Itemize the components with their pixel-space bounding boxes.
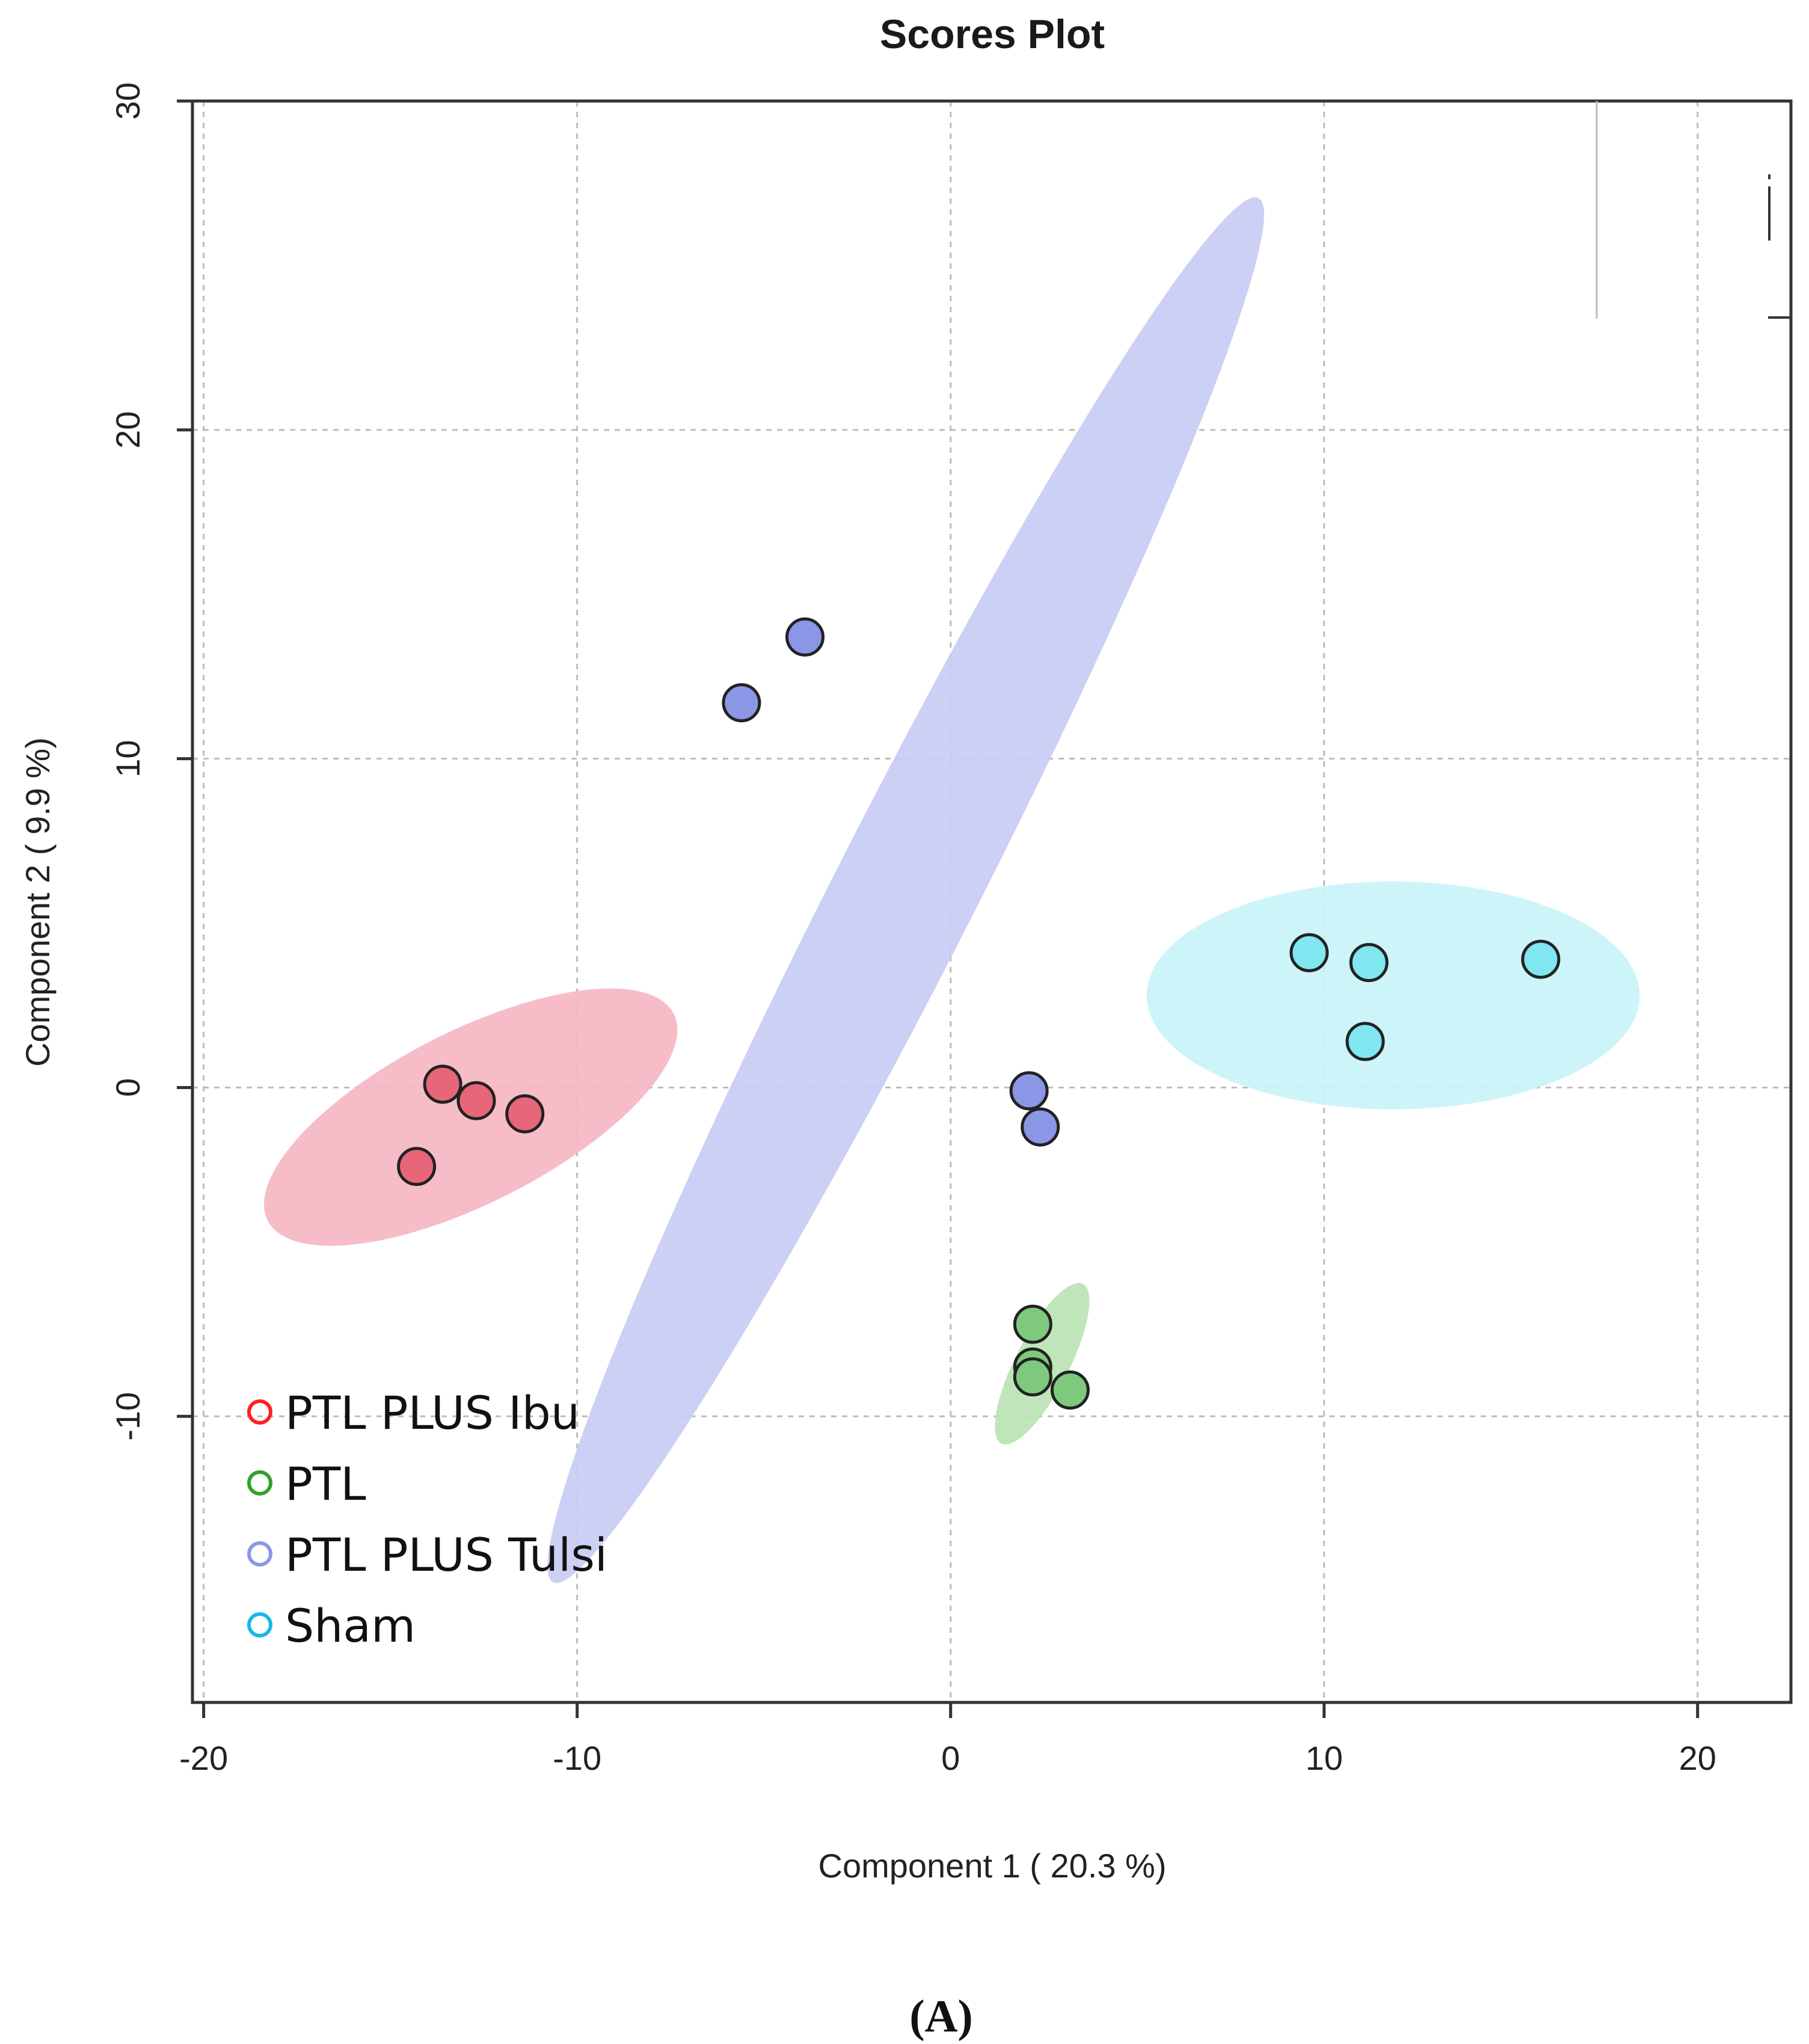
legend-entry-label: PTL PLUS Tulsi	[285, 1528, 607, 1582]
data-point	[1289, 933, 1329, 972]
data-points	[397, 617, 1561, 1410]
y-tick-label: 20	[109, 411, 147, 449]
y-tick-label: 30	[109, 82, 147, 120]
x-tick-label: 10	[1306, 1739, 1343, 1777]
y-axis-label: Component 2 ( 9.9 %)	[19, 737, 57, 1067]
group-ellipse	[547, 197, 1264, 1583]
legend-box-remnant	[1596, 101, 1792, 319]
data-point	[397, 1147, 437, 1186]
data-point	[1349, 943, 1389, 983]
y-tick-label: -10	[109, 1392, 147, 1441]
data-point	[423, 1064, 462, 1104]
axis-ticks: -20 -10 0 10 20 -10 0 10 20 30	[109, 82, 1716, 1777]
grid-lines	[192, 100, 1791, 1702]
data-point	[1050, 1370, 1090, 1410]
legend-entry-label: Sham	[285, 1599, 416, 1653]
data-point	[1013, 1357, 1052, 1397]
data-point	[1009, 1071, 1049, 1111]
data-point	[1013, 1304, 1052, 1344]
x-tick-label: 20	[1679, 1739, 1716, 1777]
x-tick-label: -20	[179, 1739, 228, 1777]
data-point	[1021, 1107, 1060, 1147]
legend: PTL PLUS Ibu PTL PTL PLUS Tulsi Sham	[247, 1386, 607, 1653]
y-tick-label: 0	[109, 1078, 147, 1097]
legend-entry-label: PTL PLUS Ibu	[285, 1386, 580, 1440]
data-point	[785, 617, 825, 657]
legend-marker	[247, 1541, 272, 1567]
data-point	[456, 1081, 496, 1120]
legend-marker	[247, 1470, 272, 1496]
legend-marker	[247, 1399, 272, 1425]
x-axis-label: Component 1 ( 20.3 %)	[819, 1847, 1167, 1885]
data-point	[1345, 1022, 1385, 1061]
data-point	[505, 1094, 545, 1134]
legend-entry-label: PTL	[285, 1457, 366, 1511]
y-tick-label: 10	[109, 740, 147, 777]
panel-label: (A)	[909, 1991, 973, 2042]
plot-frame	[191, 99, 1793, 1704]
chart-title: Scores Plot	[880, 11, 1105, 57]
x-tick-label: 0	[941, 1739, 960, 1777]
x-tick-label: -10	[553, 1739, 601, 1777]
data-point	[1521, 939, 1561, 979]
data-point	[722, 683, 761, 723]
legend-marker	[247, 1612, 272, 1637]
group-ellipse	[1146, 881, 1640, 1109]
